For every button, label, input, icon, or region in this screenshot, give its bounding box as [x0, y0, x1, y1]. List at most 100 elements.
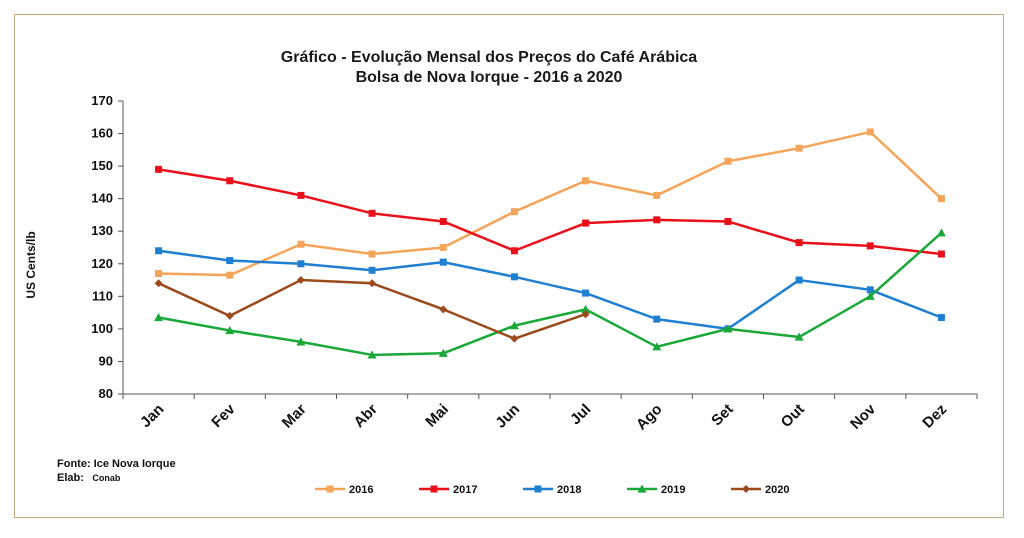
data-point-2018	[297, 260, 305, 268]
legend-swatch-marker	[534, 485, 542, 493]
legend-swatch-marker	[637, 484, 647, 493]
y-tick-label: 120	[91, 256, 113, 271]
y-axis-label: US Cents/lb	[24, 231, 38, 298]
series-2020	[154, 276, 590, 343]
x-tick-label: Out	[778, 401, 808, 431]
legend-label: 2016	[349, 484, 373, 496]
data-point-2019	[936, 228, 946, 237]
data-point-2020	[581, 310, 590, 319]
y-tick-label: 160	[91, 126, 113, 141]
data-point-2020	[154, 279, 163, 288]
x-tick-label: Set	[708, 401, 737, 430]
data-point-2016	[226, 271, 234, 279]
data-point-2020	[368, 279, 377, 288]
data-point-2017	[155, 165, 163, 173]
data-point-2020	[439, 305, 448, 314]
elab-note: Elab: Conab	[57, 468, 121, 485]
data-point-2018	[653, 315, 661, 323]
x-tick-label: Mar	[279, 401, 310, 432]
x-tick-label: Jan	[137, 401, 167, 431]
data-point-2017	[368, 209, 376, 217]
y-tick-label: 90	[99, 353, 113, 368]
series-line-2016	[158, 130, 943, 277]
data-point-2018	[226, 257, 234, 265]
data-point-2019	[581, 304, 591, 313]
x-tick-label: Abr	[351, 401, 381, 431]
data-point-2019	[652, 342, 662, 351]
data-point-2017	[226, 177, 234, 185]
y-tick-label: 170	[91, 93, 113, 108]
legend-item-2019: 2019	[627, 484, 685, 496]
data-point-2017	[582, 219, 590, 227]
data-point-2018	[368, 266, 376, 274]
series-2019	[154, 228, 946, 359]
data-point-2016	[297, 240, 305, 248]
series-line-2017	[158, 168, 942, 256]
y-tick-label: 150	[91, 158, 113, 173]
data-point-2017	[937, 250, 945, 258]
data-point-2019	[367, 350, 377, 359]
data-point-2016	[510, 208, 518, 216]
series-2018	[155, 247, 945, 333]
y-tick-label: 130	[91, 223, 113, 238]
axes: 80 90 100 110 120 130 140 150 160 170 Jan Fev Mar Abr…	[91, 93, 978, 433]
data-point-2018	[937, 313, 945, 321]
legend-swatch-marker	[742, 485, 750, 493]
data-point-2019	[509, 321, 519, 330]
legend-item-2016: 2016	[315, 484, 373, 496]
data-point-2017	[653, 216, 661, 224]
data-point-2018	[155, 247, 163, 255]
x-tick-label: Dez	[919, 401, 950, 432]
data-point-2020	[296, 276, 305, 285]
legend-item-2018: 2018	[523, 484, 581, 496]
data-point-2018	[795, 276, 803, 284]
x-tick-label: Mai	[422, 401, 452, 431]
elab-value: Conab	[92, 473, 121, 483]
data-point-2020	[510, 334, 519, 343]
source-note: Fonte: Ice Nova Iorque	[57, 458, 176, 470]
x-tick-label: Nov	[847, 400, 880, 433]
data-point-2018	[510, 273, 518, 281]
chart-subtitle: Bolsa de Nova Iorque - 2016 a 2020	[356, 69, 623, 86]
data-point-2017	[439, 217, 447, 225]
data-point-2019	[225, 326, 235, 335]
data-point-2016	[795, 144, 803, 152]
chart-title: Gráfico - Evolução Mensal dos Preços do …	[281, 49, 698, 66]
x-tick-label: Jun	[492, 401, 523, 432]
legend-swatch-marker	[430, 485, 438, 493]
data-point-2019	[296, 337, 306, 346]
line-chart: Gráfico - Evolução Mensal dos Preços do …	[24, 49, 978, 496]
series-line-2018	[158, 249, 942, 331]
data-point-2016	[155, 270, 163, 278]
legend-label: 2019	[661, 484, 685, 496]
legend-item-2017: 2017	[419, 484, 477, 496]
y-tick-label: 110	[92, 288, 113, 303]
data-point-2018	[866, 286, 874, 294]
y-tick-label: 80	[99, 386, 113, 401]
y-tick-label: 100	[91, 321, 113, 336]
series-2017	[155, 165, 945, 258]
data-point-2017	[297, 191, 305, 199]
legend: 2016 2017 2018 2019 2020	[315, 484, 789, 496]
data-point-2016	[866, 128, 874, 136]
data-point-2019	[438, 348, 448, 357]
elab-label: Elab:	[57, 472, 84, 484]
legend-swatch-marker	[326, 485, 334, 493]
data-point-2018	[439, 258, 447, 266]
data-point-2017	[795, 239, 803, 247]
data-point-2019	[794, 332, 804, 341]
x-tick-label: Jul	[567, 401, 594, 428]
series-group	[154, 128, 946, 359]
series-2016	[155, 128, 945, 279]
series-line-2019	[158, 231, 943, 357]
data-point-2016	[582, 177, 590, 185]
data-point-2017	[510, 247, 518, 255]
data-point-2017	[866, 242, 874, 250]
data-point-2020	[225, 311, 234, 320]
data-point-2017	[724, 217, 732, 225]
data-point-2019	[865, 291, 875, 300]
data-point-2019	[154, 312, 164, 322]
data-point-2019	[723, 324, 733, 333]
legend-label: 2018	[557, 484, 581, 496]
legend-item-2020: 2020	[731, 484, 789, 496]
